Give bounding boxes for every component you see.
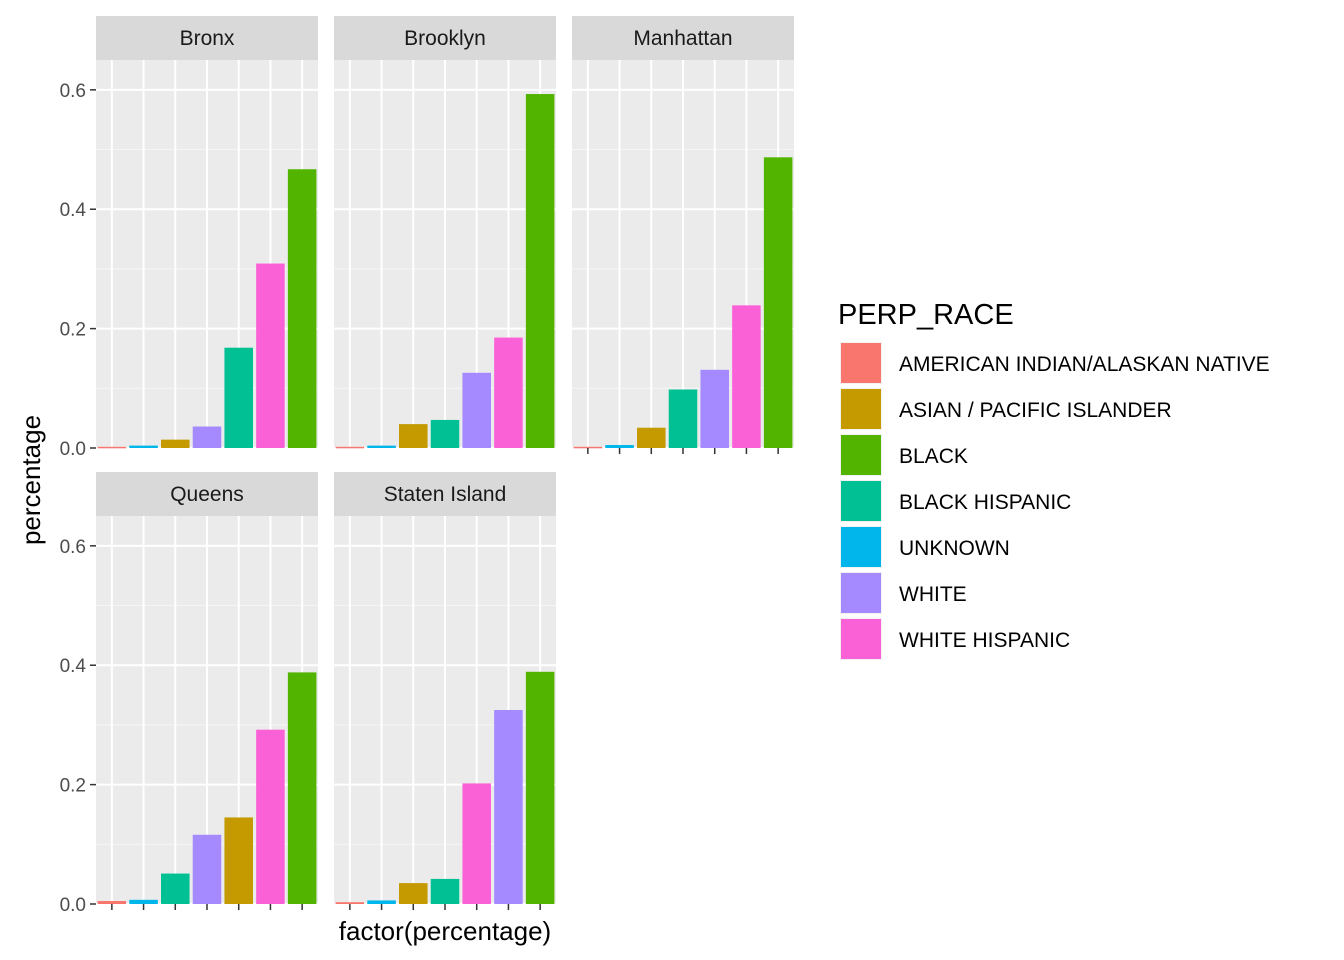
y-axis-title: percentage (16, 415, 46, 545)
bar-black-hispanic (668, 389, 698, 448)
legend-swatch (841, 527, 881, 567)
bar-american-indian-alaskan-native (97, 446, 127, 449)
bar-white-hispanic (256, 263, 285, 448)
panel-bronx: Bronx 0.0 0.2 0.4 0.6 (60, 16, 318, 460)
bar-asian-pacific-islander (224, 817, 253, 904)
bar-white (192, 426, 222, 448)
panels: Bronx 0.0 0.2 0.4 0.6 Brooklyn Manhattan Queens… (60, 16, 794, 916)
y-tick-label: 0.4 (60, 656, 87, 677)
facet-strip-label: Manhattan (633, 27, 732, 50)
legend-item: WHITE (840, 572, 967, 614)
bar-american-indian-alaskan-native (97, 901, 127, 904)
legend-item: BLACK (840, 434, 968, 476)
bar-white (192, 834, 222, 904)
legend: PERP_RACE AMERICAN INDIAN/ALASKAN NATIVE… (838, 299, 1270, 660)
legend-swatch (841, 389, 881, 429)
bar-american-indian-alaskan-native (335, 446, 365, 449)
bar-asian-pacific-islander (399, 424, 428, 448)
legend-item: AMERICAN INDIAN/ALASKAN NATIVE (840, 342, 1270, 384)
bar-asian-pacific-islander (161, 439, 190, 448)
facet-strip-label: Staten Island (384, 483, 507, 506)
y-tick-label: 0.0 (60, 439, 86, 460)
bar-white (700, 369, 729, 448)
bar-black-hispanic (430, 419, 460, 448)
legend-swatch (841, 573, 881, 613)
legend-item: WHITE HISPANIC (840, 618, 1070, 660)
bar-asian-pacific-islander (399, 883, 428, 904)
bar-black (525, 94, 555, 449)
bar-black (287, 169, 317, 448)
bar-black-hispanic (161, 873, 190, 904)
y-tick-label: 0.0 (60, 895, 86, 916)
legend-item: BLACK HISPANIC (840, 480, 1071, 522)
bar-black (763, 157, 793, 448)
bar-unknown (129, 445, 158, 448)
bar-black-hispanic (430, 878, 460, 904)
legend-label: UNKNOWN (899, 537, 1010, 560)
panel-staten-island: Staten Island (334, 472, 556, 910)
facet-strip (96, 472, 318, 516)
y-tick-label: 0.2 (60, 320, 86, 341)
facet-strip-label: Queens (170, 483, 244, 506)
legend-label: BLACK (899, 445, 968, 468)
legend-swatch (841, 619, 881, 659)
bar-asian-pacific-islander (637, 427, 666, 448)
bar-unknown (129, 899, 158, 904)
y-tick-label: 0.4 (60, 200, 87, 221)
y-tick-label: 0.6 (60, 81, 86, 102)
bar-american-indian-alaskan-native (335, 902, 365, 904)
panel-queens: Queens 0.0 0.2 0.4 0.6 (60, 472, 318, 916)
bar-white (462, 372, 491, 448)
facet-strip (572, 16, 794, 60)
panel-brooklyn: Brooklyn (334, 16, 556, 449)
legend-swatch (841, 481, 881, 521)
y-tick-label: 0.6 (60, 537, 86, 558)
legend-swatch (841, 343, 881, 383)
bar-unknown (367, 445, 396, 448)
y-tick-label: 0.2 (60, 776, 86, 797)
bar-white-hispanic (256, 729, 285, 904)
bar-black (525, 671, 555, 904)
bar-white (494, 710, 523, 904)
bar-white-hispanic (462, 783, 491, 904)
facet-strip-label: Bronx (180, 27, 235, 50)
legend-swatch (841, 435, 881, 475)
facet-strip-label: Brooklyn (404, 27, 486, 50)
legend-title: PERP_RACE (838, 299, 1014, 331)
x-axis-title: factor(percentage) (339, 916, 551, 946)
bar-american-indian-alaskan-native (573, 446, 603, 449)
legend-item: UNKNOWN (840, 526, 1010, 568)
legend-item: ASIAN / PACIFIC ISLANDER (840, 388, 1172, 430)
legend-label: WHITE (899, 583, 967, 606)
bar-white-hispanic (494, 337, 523, 448)
legend-label: WHITE HISPANIC (899, 629, 1070, 652)
panel-manhattan: Manhattan (572, 16, 794, 454)
facet-strip (334, 472, 556, 516)
facet-strip (334, 16, 556, 60)
bar-white-hispanic (732, 305, 761, 448)
bar-black (287, 672, 317, 904)
legend-label: AMERICAN INDIAN/ALASKAN NATIVE (899, 353, 1270, 376)
bar-unknown (605, 445, 634, 448)
legend-label: ASIAN / PACIFIC ISLANDER (899, 399, 1172, 422)
facet-strip (96, 16, 318, 60)
bar-black-hispanic (224, 347, 253, 448)
bar-unknown (367, 900, 396, 904)
legend-label: BLACK HISPANIC (899, 491, 1071, 514)
